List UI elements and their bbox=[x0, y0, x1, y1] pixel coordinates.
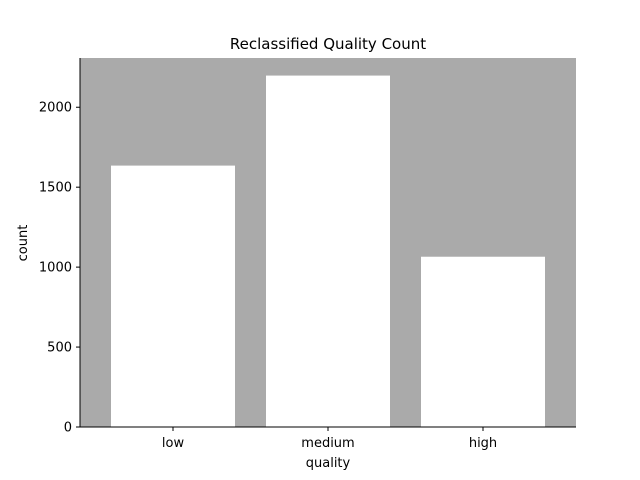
y-tick-label-2000: 2000 bbox=[39, 101, 72, 116]
y-ticks-group: 0 500 1000 1500 2000 bbox=[39, 101, 80, 436]
bar-high bbox=[421, 256, 545, 427]
x-tick-label-low: low bbox=[162, 436, 185, 451]
x-tick-label-high: high bbox=[469, 436, 497, 451]
bar-low bbox=[111, 165, 235, 427]
x-axis-label: quality bbox=[306, 456, 351, 471]
x-ticks-group: low medium high bbox=[162, 427, 497, 451]
bar-medium bbox=[266, 75, 390, 427]
y-tick-label-1000: 1000 bbox=[39, 261, 72, 276]
y-tick-label-0: 0 bbox=[64, 421, 72, 436]
chart-title: Reclassified Quality Count bbox=[230, 35, 426, 53]
y-axis-label: count bbox=[16, 225, 31, 262]
y-tick-label-500: 500 bbox=[47, 341, 72, 356]
bars-group bbox=[111, 75, 545, 427]
x-tick-label-medium: medium bbox=[301, 436, 354, 451]
y-tick-label-1500: 1500 bbox=[39, 181, 72, 196]
